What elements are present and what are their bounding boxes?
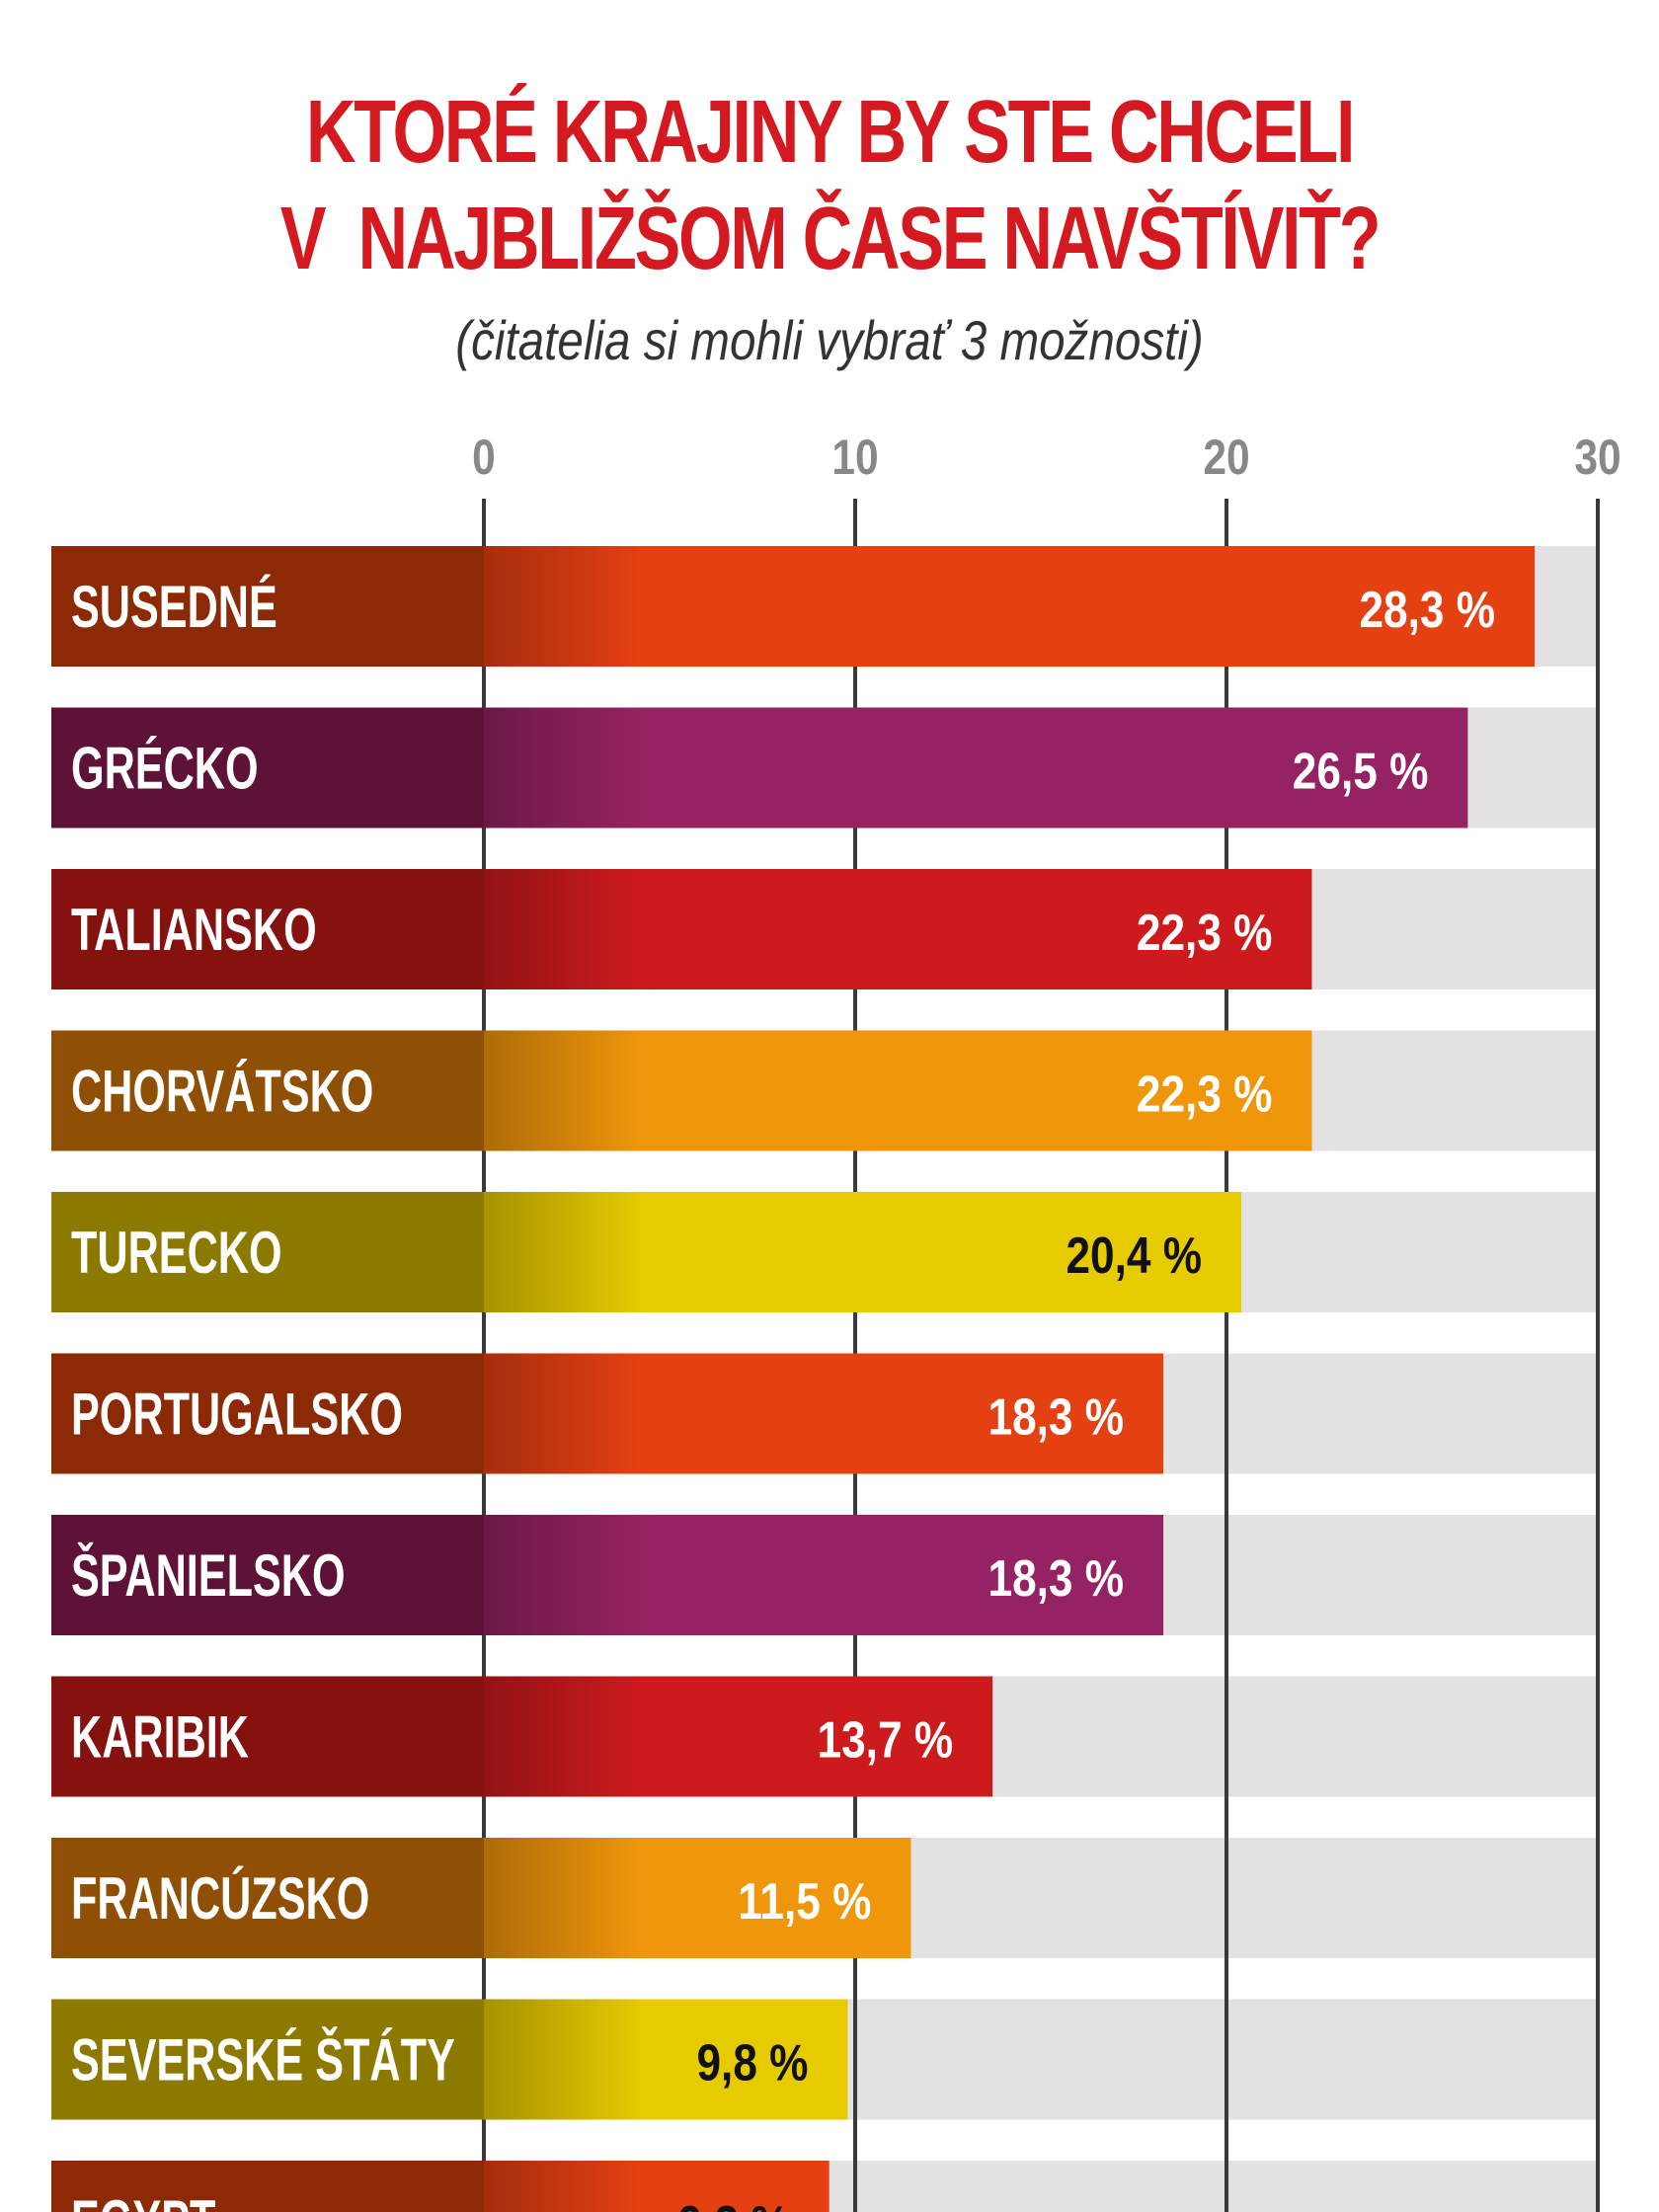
bar-shadow (484, 1192, 642, 1312)
chart-title-line-2: V NAJBLIŽŠOM ČASE NAVŠTÍVIŤ? (279, 190, 1382, 288)
category-label: GRÉCKO (71, 737, 259, 803)
bar-shadow (484, 1030, 642, 1151)
chart-title: KTORÉ KRAJINY BY STE CHCELI V NAJBLIŽŠOM… (183, 79, 1476, 292)
category-label-box (51, 1676, 484, 1797)
category-label-box (51, 1515, 484, 1635)
x-tick-label: 20 (1203, 430, 1249, 485)
x-axis-ticks: 0 10 20 30 (472, 430, 1620, 485)
value-label: 11,5 % (738, 1873, 871, 1931)
bar (484, 546, 1536, 667)
category-label: PORTUGALSKO (71, 1382, 403, 1449)
value-label: 22,3 % (1137, 905, 1273, 962)
category-label: SEVERSKÉ ŠTÁTY (71, 2027, 455, 2094)
bar-shadow (484, 707, 642, 829)
chart-subtitle: (čitatelia si mohli vybrať 3 možnosti) (455, 309, 1204, 371)
category-label: ŠPANIELSKO (71, 1542, 346, 1610)
category-label-box (51, 1192, 484, 1312)
category-label-box (51, 2161, 484, 2212)
value-label: 26,5 % (1293, 743, 1429, 800)
chart-title-line-1: KTORÉ KRAJINY BY STE CHCELI (305, 83, 1356, 182)
bar-shadow (484, 2161, 642, 2212)
category-label: CHORVÁTSKO (71, 1060, 373, 1126)
category-label: KARIBIK (71, 1705, 249, 1772)
value-label: 20,4 % (1066, 1227, 1202, 1285)
value-label: 18,3 % (988, 1550, 1124, 1608)
category-label-box (51, 869, 484, 989)
bar (484, 707, 1468, 829)
bar-shadow (484, 1353, 642, 1474)
bars: SUSEDNÉ 28,3 % GRÉCKO 26,5 % TALIANSKO 22,3 %… (51, 546, 1536, 2212)
category-label-box (51, 1353, 484, 1474)
category-label: EGYPT (71, 2189, 215, 2212)
x-tick-label: 30 (1574, 430, 1620, 485)
category-label-box (51, 546, 484, 667)
category-label: TALIANSKO (71, 898, 317, 964)
category-label: SUSEDNÉ (71, 575, 277, 641)
value-label: 28,3 % (1359, 582, 1495, 639)
bar-shadow (484, 1676, 642, 1797)
value-label: 18,3 % (988, 1388, 1124, 1446)
bar-shadow (484, 1999, 642, 2120)
x-tick-label: 0 (472, 430, 496, 485)
value-label: 9,8 % (696, 2034, 808, 2092)
category-label: TURECKO (71, 1221, 282, 1287)
category-label: FRANCÚZSKO (71, 1866, 369, 1933)
value-label: 9,3 % (678, 2196, 790, 2212)
bar-shadow (484, 1838, 642, 1958)
category-label-box (51, 1838, 484, 1958)
x-tick-label: 10 (831, 430, 878, 485)
category-label-box (51, 1999, 484, 2120)
value-label: 22,3 % (1137, 1066, 1273, 1123)
category-label-box (51, 1030, 484, 1151)
bar-shadow (484, 546, 642, 667)
category-label-box (51, 707, 484, 829)
value-label: 13,7 % (818, 1711, 954, 1769)
bar-shadow (484, 1515, 642, 1635)
bar-shadow (484, 869, 642, 989)
